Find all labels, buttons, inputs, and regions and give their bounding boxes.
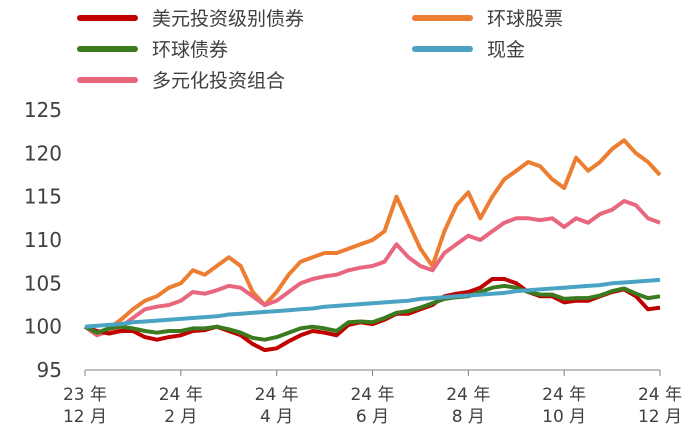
- x-tick-label-line: 10 月: [542, 407, 586, 427]
- y-tick-label: 105: [24, 271, 62, 295]
- series-line: [84, 283, 661, 342]
- series-line: [83, 138, 662, 338]
- x-tick-label-line: 12 月: [638, 407, 682, 427]
- x-tick-label-line: 24 年: [255, 385, 299, 405]
- y-tick-label: 100: [24, 315, 62, 339]
- y-tick-label: 125: [24, 98, 62, 122]
- y-tick-label: 110: [24, 228, 62, 252]
- x-tick-label-line: 4 月: [260, 407, 293, 427]
- series-line: [84, 277, 661, 329]
- x-tick-label-line: 24 年: [350, 385, 394, 405]
- x-tick-label-line: 12 月: [63, 407, 107, 427]
- y-tick-label: 95: [37, 358, 62, 382]
- y-tick-label: 115: [24, 185, 62, 209]
- legend-label: 环球债券: [152, 39, 228, 61]
- legend-label: 多元化投资组合: [152, 70, 285, 92]
- x-tick-label-line: 24 年: [446, 385, 490, 405]
- x-tick-label-line: 6 月: [356, 407, 389, 427]
- series-line: [84, 277, 661, 353]
- series-line: [83, 199, 661, 338]
- x-tick-label-line: 2 月: [164, 407, 197, 427]
- x-tick-label-line: 24 年: [638, 385, 682, 405]
- x-tick-label: 24 年 12 月: [638, 385, 682, 427]
- x-tick-label-line: 23 年: [63, 385, 107, 405]
- x-tick-label-line: 24 年: [542, 385, 586, 405]
- x-tick-label: 24 年 10 月: [542, 385, 586, 427]
- x-tick-label-line: 8 月: [452, 407, 485, 427]
- y-tick-label: 120: [24, 141, 62, 165]
- x-tick-label-line: 24 年: [159, 385, 203, 405]
- legend-label: 美元投资级别债券: [152, 8, 304, 30]
- legend-label: 环球股票: [487, 8, 563, 30]
- x-tick-label: 23 年 12 月: [63, 385, 107, 427]
- legend-label: 现金: [487, 39, 525, 61]
